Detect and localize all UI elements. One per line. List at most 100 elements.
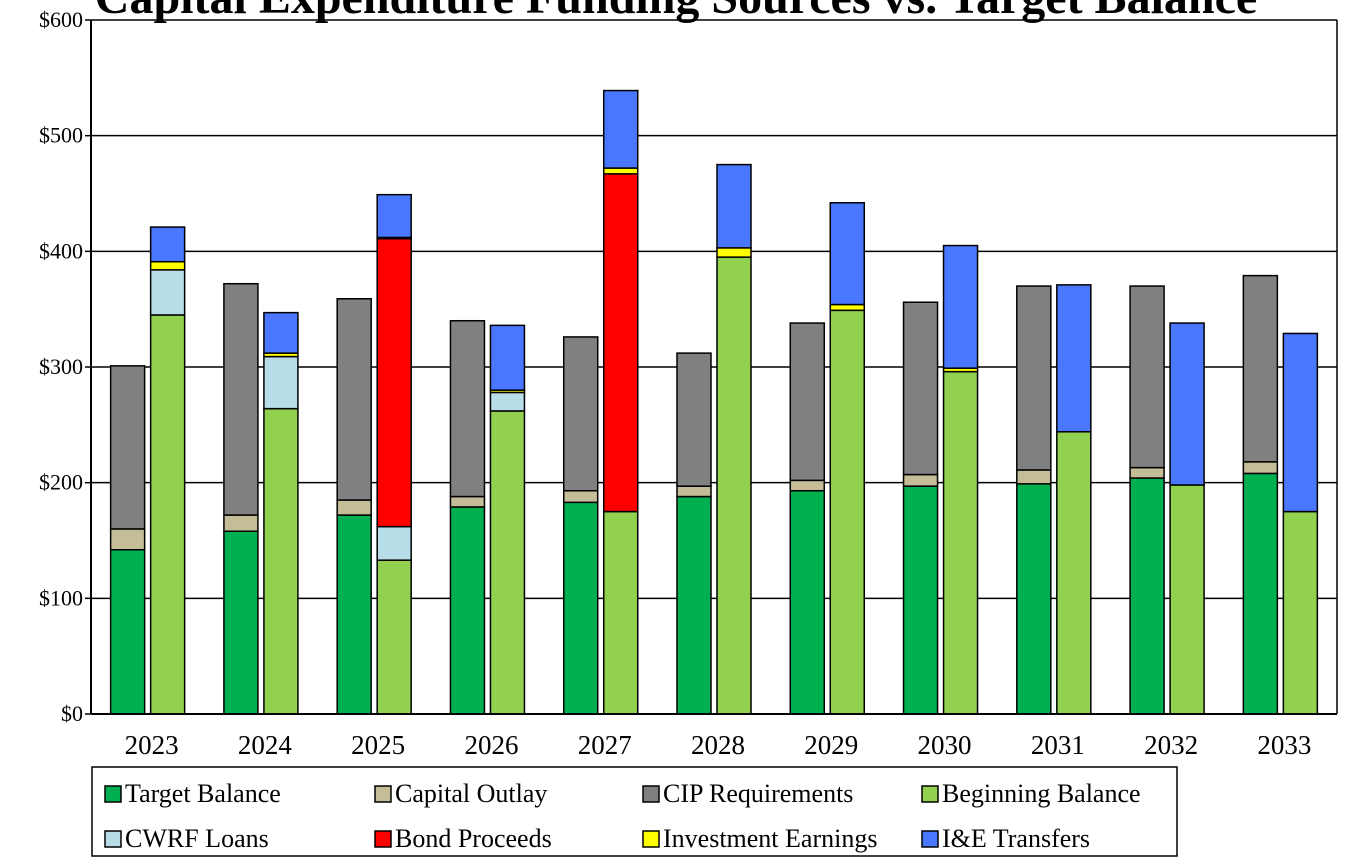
bar-segment (829, 303, 866, 312)
bar-segment (109, 365, 146, 530)
bar-segment (562, 501, 599, 715)
bar-segment (1016, 285, 1052, 471)
x-tick-labels: 2023 2024 2025 2026 2027 2028 2029 2030 2031 2032… (125, 730, 1312, 760)
bar-segment (223, 514, 259, 532)
x-tick-label: 2032 (1144, 730, 1198, 760)
y-tick-label: $0 (61, 701, 83, 726)
bar-segment (716, 256, 752, 715)
bar-segment (1016, 469, 1052, 485)
legend-swatch (921, 785, 939, 803)
bar-segment (716, 247, 752, 258)
bar-segment (376, 193, 412, 239)
bar-segment (109, 528, 146, 551)
bar-segment (489, 324, 526, 391)
bar-segment (789, 322, 826, 482)
y-tick-label: $300 (39, 354, 83, 379)
bar-segment (562, 336, 599, 492)
legend-label: Capital Outlay (395, 779, 547, 808)
legend-swatch (921, 830, 939, 848)
bar-segment (449, 319, 486, 498)
bar-segment (109, 549, 146, 715)
bar-segment (263, 355, 299, 410)
y-tick-label: $600 (39, 7, 83, 32)
axes (90, 20, 1338, 715)
bar-segment (1169, 484, 1205, 715)
x-tick-label: 2030 (918, 730, 972, 760)
bar-segment (149, 269, 186, 316)
bar-segment (1056, 431, 1092, 715)
bar-segment (223, 282, 259, 516)
bar-segment (602, 89, 639, 169)
bar-segment (149, 314, 186, 715)
legend-swatch (374, 830, 392, 848)
bar-segment (449, 506, 486, 715)
bar-segment (1242, 472, 1279, 715)
legend-swatch (104, 830, 122, 848)
bar-segment (942, 244, 979, 369)
bar-segment (602, 510, 639, 715)
bar-segment (449, 495, 486, 508)
bar-segment (676, 485, 712, 498)
x-tick-label: 2031 (1031, 730, 1085, 760)
x-tick-label: 2029 (804, 730, 858, 760)
legend-box (91, 766, 1178, 857)
bar-segment (562, 490, 599, 504)
legend-label: I&E Transfers (942, 824, 1090, 853)
bar-segment (149, 226, 186, 263)
legend-label: Beginning Balance (942, 779, 1141, 808)
bar-segment (676, 352, 712, 487)
bar-segment (1056, 284, 1092, 433)
bar-segment (376, 237, 412, 528)
x-tick-label: 2027 (578, 730, 632, 760)
bar-segment (376, 559, 412, 715)
bar-segment (223, 530, 259, 715)
bar-segment (829, 202, 866, 306)
bar-segment (789, 490, 826, 715)
bar-segment (902, 485, 939, 715)
y-tick-label: $500 (39, 123, 83, 148)
x-tick-label: 2026 (464, 730, 518, 760)
legend-label: Target Balance (125, 779, 281, 808)
legend-label: CWRF Loans (125, 824, 269, 853)
y-tick-label: $400 (39, 238, 83, 263)
bar-segment (829, 309, 866, 715)
bar-segment (1129, 466, 1165, 479)
bar-segment (1282, 332, 1319, 513)
bar-segment (602, 167, 639, 175)
y-tick-label: $100 (39, 585, 83, 610)
bar-segment (489, 410, 526, 715)
bar-segment (336, 514, 372, 715)
bar-segment (1242, 461, 1279, 475)
legend-swatch (642, 830, 660, 848)
x-tick-label: 2024 (238, 730, 293, 760)
bar-segment (263, 311, 299, 354)
bar-segment (1282, 510, 1319, 715)
x-tick-label: 2028 (691, 730, 745, 760)
gridlines (85, 19, 1337, 715)
bar-segment (676, 495, 712, 715)
legend-swatch (374, 785, 392, 803)
legend-label: CIP Requirements (663, 779, 853, 808)
legend-swatch (104, 785, 122, 803)
bar-segment (942, 370, 979, 715)
legend-swatch (642, 785, 660, 803)
bar-segment (789, 479, 826, 492)
bar-segment (336, 499, 372, 516)
bar-segment (376, 525, 412, 561)
bar-segment (1129, 477, 1165, 715)
y-tick-labels: $0 $100 $200 $300 $400 $500 $600 (39, 7, 83, 726)
bar-segment (1129, 285, 1165, 469)
bar-segment (489, 391, 526, 412)
bar-segment (1169, 322, 1205, 486)
bar-segment (716, 163, 752, 249)
x-tick-label: 2023 (125, 730, 179, 760)
x-tick-label: 2033 (1257, 730, 1311, 760)
legend-label: Investment Earnings (663, 824, 877, 853)
x-tick-label: 2025 (351, 730, 405, 760)
bar-segment (1016, 483, 1052, 715)
bar-segment (902, 473, 939, 487)
legend: Target Balance Capital Outlay CIP Requirem… (91, 766, 1178, 857)
bar-segment (149, 260, 186, 271)
bar-segment (263, 407, 299, 715)
